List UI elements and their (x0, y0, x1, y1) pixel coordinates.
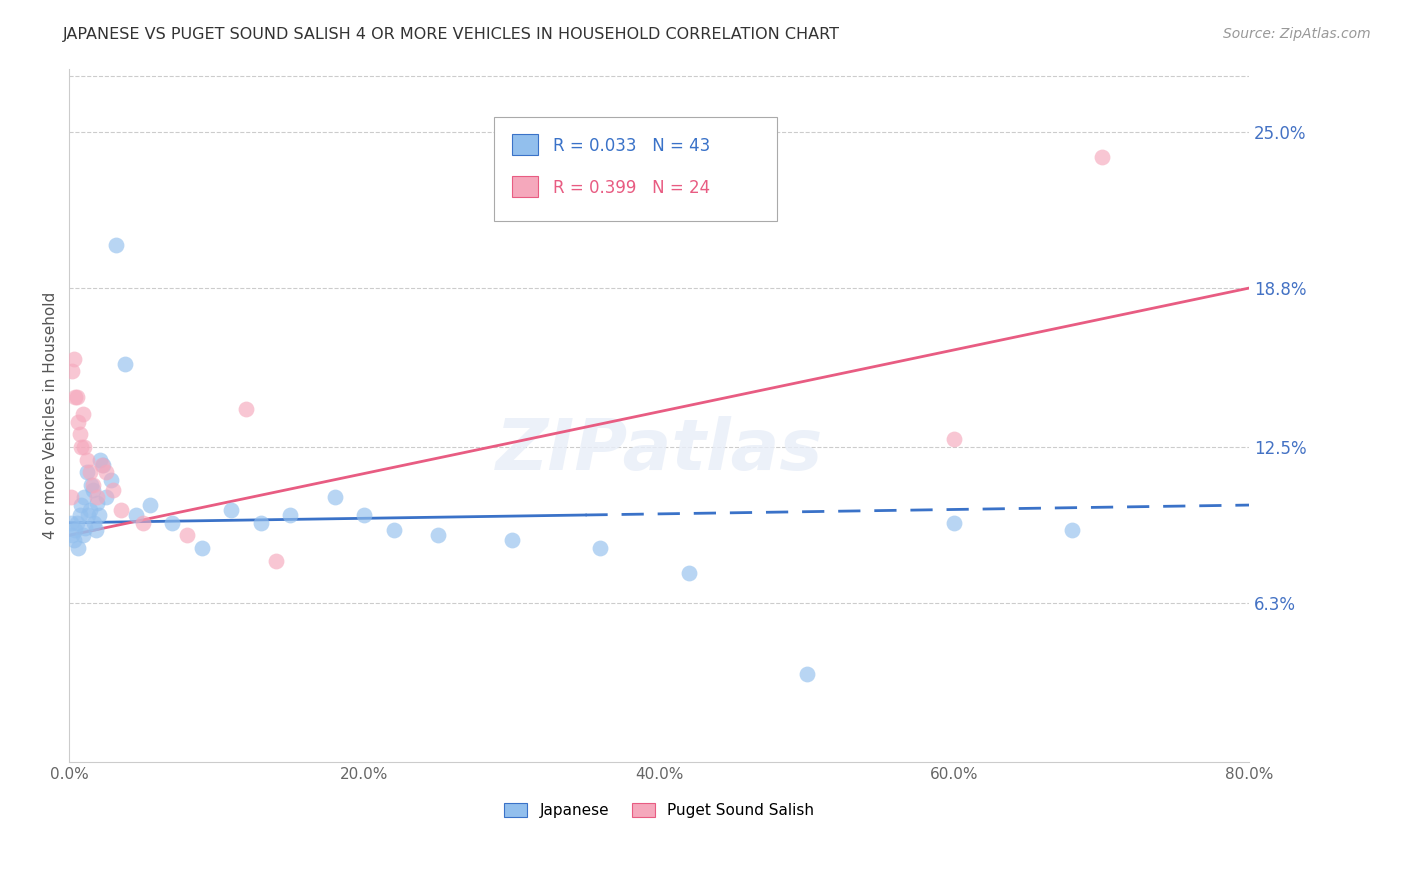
Point (79, 503, 101, 517)
Point (382, 523, 405, 537)
Point (77, 508, 100, 523)
Point (75, 521, 97, 535)
Point (84, 523, 107, 537)
Point (678, 566, 700, 581)
Point (67, 541, 90, 555)
Point (94, 465, 117, 479)
Point (70, 440, 93, 454)
Point (82, 483, 104, 497)
Point (91, 458, 114, 472)
Point (162, 516, 184, 530)
Point (59, 516, 82, 530)
Point (796, 667, 818, 681)
Point (60, 528, 83, 542)
Point (63, 523, 86, 537)
Point (250, 516, 273, 530)
Point (105, 238, 128, 252)
Y-axis label: 4 or more Vehicles in Household: 4 or more Vehicles in Household (44, 292, 58, 539)
Point (589, 541, 612, 555)
Point (323, 491, 346, 505)
Point (132, 516, 155, 530)
Point (69, 427, 91, 442)
Point (264, 553, 287, 567)
FancyBboxPatch shape (512, 176, 537, 197)
Point (63, 390, 86, 404)
Point (94, 491, 117, 505)
Point (1091, 150, 1114, 164)
Legend: Japanese, Puget Sound Salish: Japanese, Puget Sound Salish (498, 797, 820, 824)
Point (76, 465, 98, 479)
Point (1062, 523, 1084, 537)
Point (60, 364, 83, 378)
Point (80, 478, 103, 492)
Point (83, 516, 105, 530)
Point (86, 491, 108, 505)
Point (89, 452, 111, 467)
Point (76, 452, 98, 467)
Point (110, 503, 132, 517)
Point (943, 433, 966, 447)
Point (90, 458, 112, 472)
Point (124, 508, 146, 523)
Text: Source: ZipAtlas.com: Source: ZipAtlas.com (1223, 27, 1371, 41)
Point (280, 508, 302, 523)
FancyBboxPatch shape (494, 117, 778, 221)
Point (176, 528, 198, 542)
Point (87, 508, 110, 523)
Point (69, 508, 91, 523)
Point (103, 483, 125, 497)
Point (943, 516, 966, 530)
Point (100, 473, 122, 487)
FancyBboxPatch shape (512, 134, 537, 155)
Point (70, 498, 93, 512)
Point (72, 407, 94, 421)
Point (191, 541, 214, 555)
Point (59, 491, 82, 505)
Point (139, 498, 162, 512)
Point (73, 491, 96, 505)
Point (82, 478, 104, 492)
Point (501, 533, 523, 548)
Point (353, 508, 375, 523)
Point (62, 351, 84, 366)
Text: R = 0.399   N = 24: R = 0.399 N = 24 (553, 179, 710, 197)
Point (65, 516, 87, 530)
Point (426, 528, 449, 542)
Point (65, 390, 87, 404)
Point (72, 528, 94, 542)
Text: JAPANESE VS PUGET SOUND SALISH 4 OR MORE VEHICLES IN HOUSEHOLD CORRELATION CHART: JAPANESE VS PUGET SOUND SALISH 4 OR MORE… (63, 27, 841, 42)
Point (86, 495, 108, 509)
Text: R = 0.033   N = 43: R = 0.033 N = 43 (553, 137, 710, 155)
Point (221, 503, 243, 517)
Point (67, 415, 90, 429)
Point (79, 465, 101, 479)
Point (235, 402, 257, 417)
Text: ZIPatlas: ZIPatlas (495, 416, 823, 484)
Point (114, 357, 136, 371)
Point (62, 533, 84, 548)
Point (73, 440, 96, 454)
